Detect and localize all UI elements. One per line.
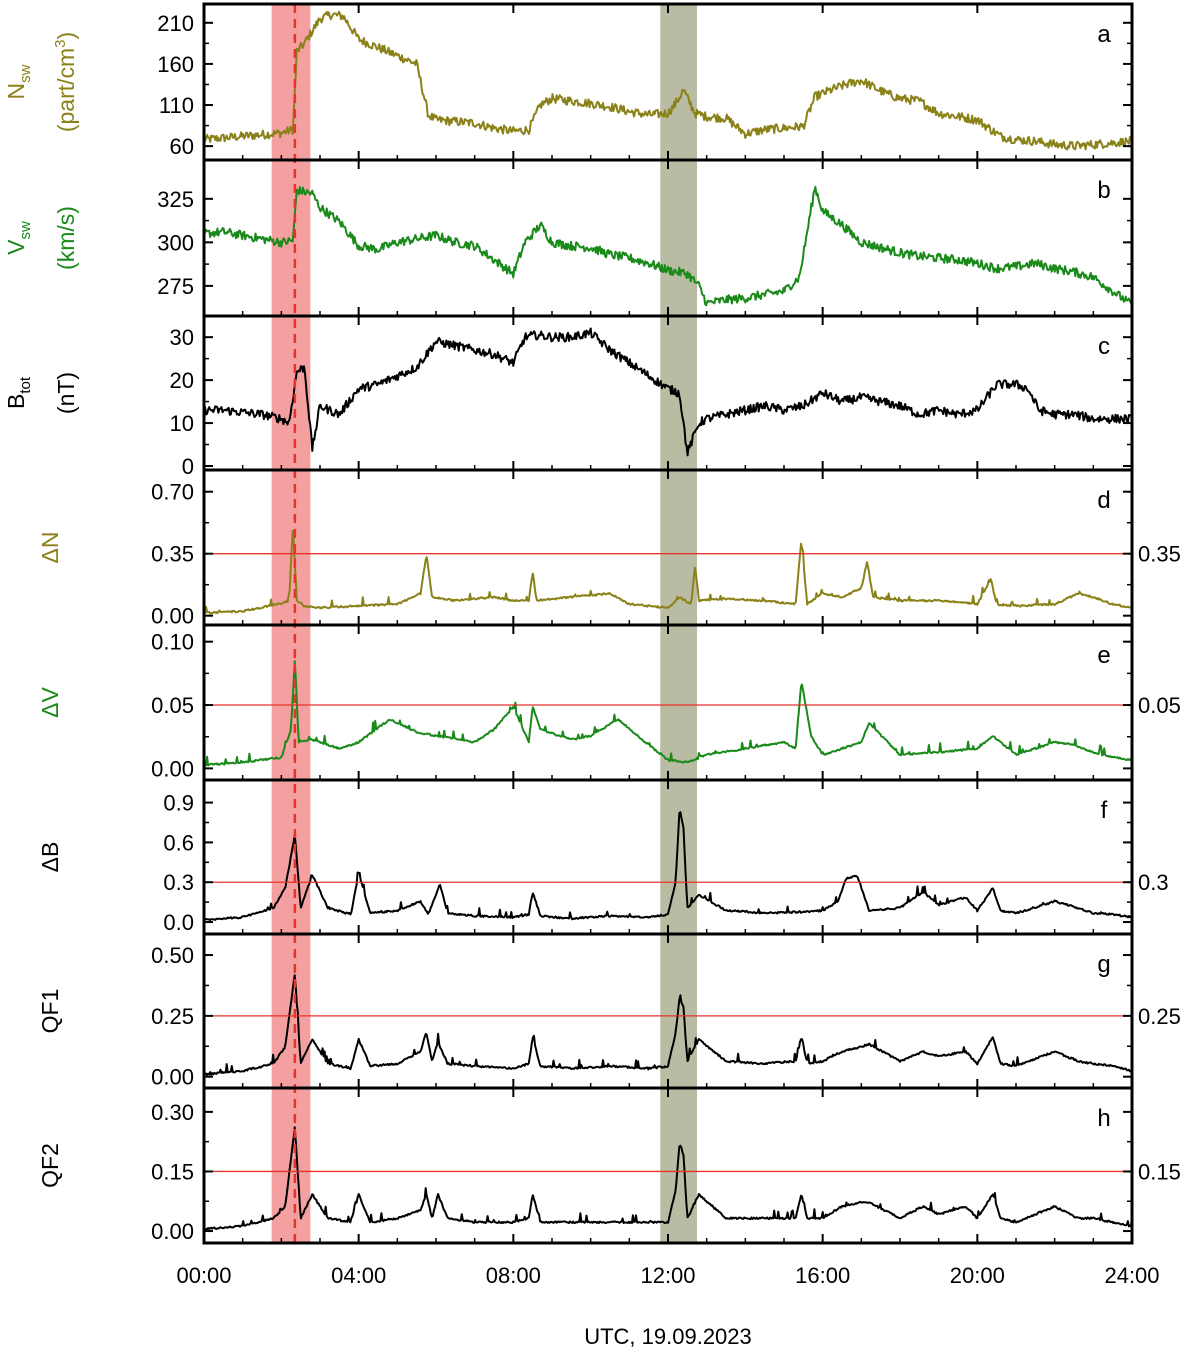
threshold-label-f: 0.3 [1138, 870, 1169, 895]
series-lines [203, 10, 1133, 1231]
series-line-h [203, 1126, 1133, 1231]
x-tick-label: 12:00 [640, 1263, 695, 1288]
y-tick-label-a: 110 [159, 93, 194, 118]
y-tick-label-g: 0.25 [151, 1004, 194, 1029]
y-axis-unit-text: (nT) [53, 372, 79, 414]
panel-letter-e: e [1097, 642, 1110, 669]
y-tick-label-h: 0.00 [151, 1219, 194, 1244]
y-axis-title-e: ΔV [37, 686, 63, 717]
y-tick-label-c: 30 [170, 325, 194, 350]
y-axis-title-g: QF1 [37, 989, 63, 1034]
y-axis-unit-text: (part/cm [53, 48, 79, 132]
panel-letter-c: c [1098, 333, 1110, 360]
panel-frames [202, 2, 1134, 1245]
x-tick-label: 20:00 [950, 1263, 1005, 1288]
y-tick-label-d: 0.35 [151, 542, 194, 567]
y-tick-label-f: 0.0 [163, 910, 194, 935]
y-tick-label-f: 0.3 [163, 870, 194, 895]
threshold-label-h: 0.15 [1138, 1159, 1181, 1184]
threshold-lines [204, 553, 1132, 1173]
y-tick-label-c: 0 [182, 454, 194, 479]
series-line-a [203, 10, 1133, 151]
y-tick-label-a: 60 [170, 134, 194, 159]
y-tick-label-c: 10 [170, 411, 194, 436]
y-axis-unit-a: (part/cm3) [52, 32, 79, 132]
y-tick-label-h: 0.15 [151, 1159, 194, 1184]
y-axis-title-sub: tot [17, 376, 34, 394]
x-tick-label: 24:00 [1104, 1263, 1159, 1288]
x-axis-title: UTC, 19.09.2023 [584, 1324, 752, 1349]
y-axis-title-d: ΔN [37, 532, 63, 564]
y-axis-unit-text: (km/s) [53, 206, 79, 270]
y-axis-title-b: Vsw [3, 221, 34, 255]
y-tick-label-b: 325 [157, 187, 194, 212]
y-tick-label-e: 0.10 [151, 630, 194, 655]
y-tick-label-g: 0.00 [151, 1065, 194, 1090]
y-tick-label-b: 275 [157, 274, 194, 299]
y-tick-label-b: 300 [157, 230, 194, 255]
y-tick-label-d: 0.70 [151, 480, 194, 505]
y-tick-label-d: 0.00 [151, 604, 194, 629]
y-tick-label-g: 0.50 [151, 943, 194, 968]
y-axis-title-main: V [3, 239, 29, 255]
y-axis-title-sub: sw [17, 64, 34, 83]
panel-letter-b: b [1097, 177, 1110, 204]
x-tick-label: 04:00 [331, 1263, 386, 1288]
y-tick-label-e: 0.05 [151, 693, 194, 718]
panel-letter-d: d [1097, 487, 1110, 514]
y-axis-unit-c: (nT) [53, 372, 79, 414]
x-tick-label: 16:00 [795, 1263, 850, 1288]
x-tick-label: 00:00 [176, 1263, 231, 1288]
threshold-label-d: 0.35 [1138, 542, 1181, 567]
y-tick-label-a: 160 [157, 52, 194, 77]
series-line-d [203, 529, 1133, 615]
series-line-b [203, 185, 1133, 308]
y-axis-unit-sup: 3 [52, 39, 69, 47]
threshold-label-e: 0.05 [1138, 693, 1181, 718]
y-axis-unit-b: (km/s) [53, 206, 79, 270]
y-axis-title-sub: sw [17, 221, 34, 240]
y-tick-label-f: 0.6 [163, 830, 194, 855]
y-axis-title-f: ΔB [37, 842, 63, 873]
threshold-label-g: 0.25 [1138, 1004, 1181, 1029]
y-axis-title-main: N [3, 83, 29, 100]
series-line-c [203, 327, 1133, 457]
y-tick-label-h: 0.30 [151, 1100, 194, 1125]
y-axis-title-c: Btot [3, 376, 34, 409]
panel-letter-g: g [1097, 951, 1110, 978]
panel-letter-h: h [1097, 1105, 1110, 1132]
y-tick-label-c: 20 [170, 368, 194, 393]
y-tick-label-e: 0.00 [151, 756, 194, 781]
x-tick-label: 08:00 [486, 1263, 541, 1288]
y-axis-title-main: B [3, 394, 29, 409]
y-axis-unit-close: ) [53, 32, 79, 40]
y-tick-label-a: 210 [157, 11, 194, 36]
panel-letter-f: f [1101, 797, 1108, 824]
panel-letter-a: a [1097, 21, 1111, 48]
y-axis-title-a: Nsw [3, 64, 34, 99]
y-axis-title-h: QF2 [37, 1143, 63, 1188]
series-line-g [203, 974, 1133, 1077]
series-line-f [203, 811, 1133, 922]
y-tick-label-f: 0.9 [163, 791, 194, 816]
series-line-e [203, 660, 1133, 767]
